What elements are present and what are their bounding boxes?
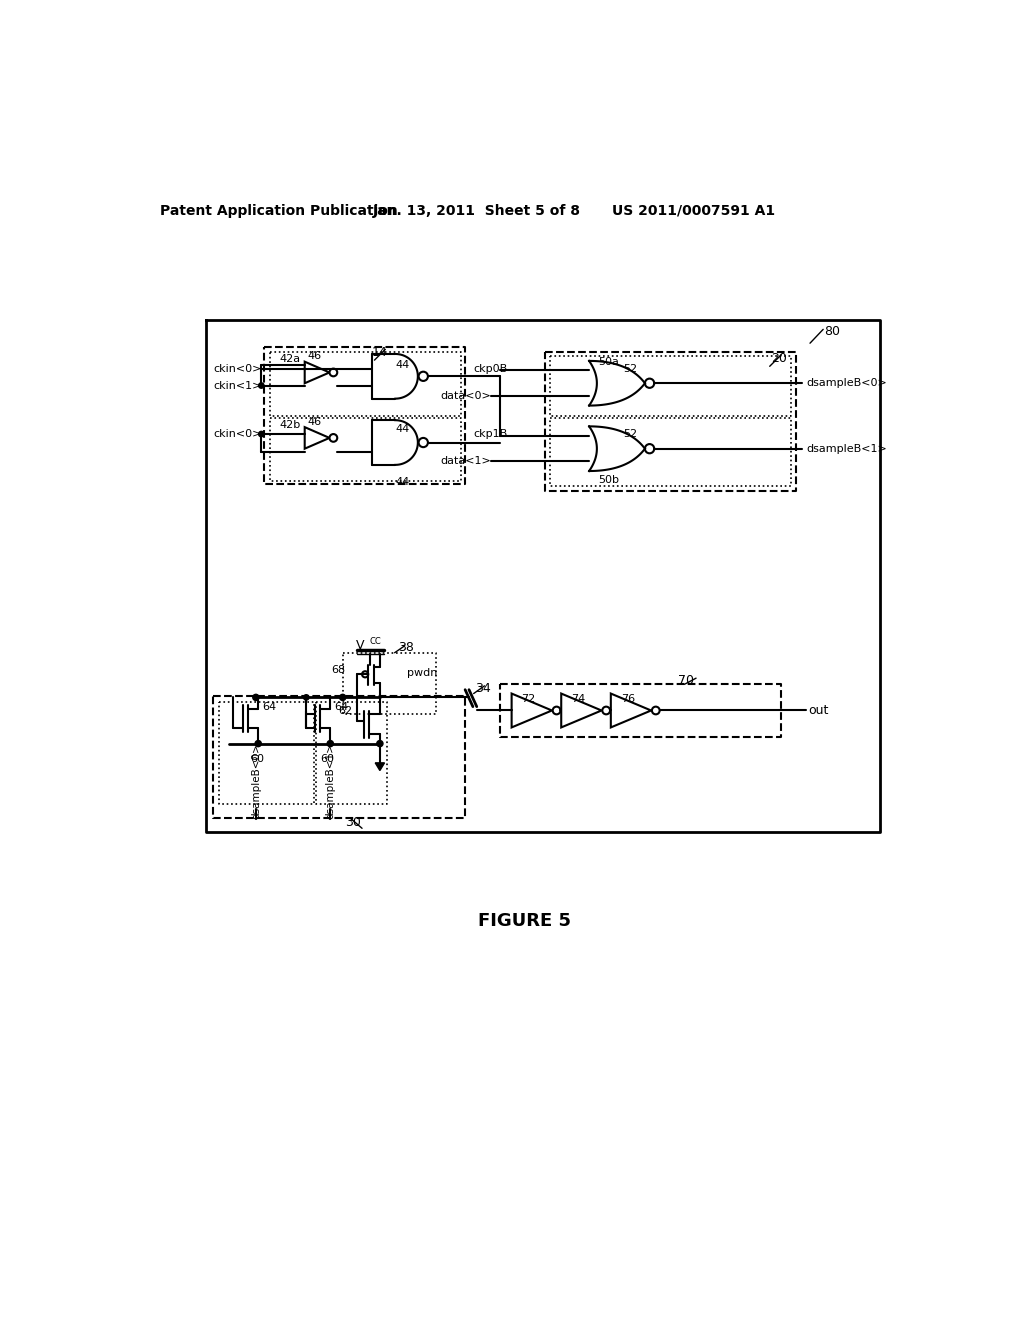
Text: 52: 52 [624, 364, 637, 375]
Text: 76: 76 [621, 694, 635, 704]
Text: 68: 68 [331, 665, 345, 676]
Text: 50a: 50a [598, 356, 618, 367]
Text: 70: 70 [678, 675, 694, 686]
Text: CC: CC [370, 638, 382, 647]
Text: 74: 74 [571, 694, 586, 704]
Text: 52: 52 [624, 429, 637, 440]
Text: 64: 64 [262, 702, 276, 711]
Text: 42a: 42a [280, 354, 300, 364]
Text: 50b: 50b [598, 475, 618, 486]
Text: 42b: 42b [280, 420, 300, 430]
Circle shape [340, 694, 346, 701]
Text: data<1>: data<1> [440, 455, 490, 466]
Text: V: V [356, 639, 365, 652]
Text: 72: 72 [521, 694, 536, 704]
Text: FIGURE 5: FIGURE 5 [478, 912, 571, 929]
Text: dsampleB<0>: dsampleB<0> [806, 379, 887, 388]
Text: data<0>: data<0> [440, 391, 490, 400]
Text: ckin<0>: ckin<0> [213, 364, 261, 375]
Text: dsampleB<1>: dsampleB<1> [326, 743, 335, 818]
Circle shape [328, 741, 334, 747]
Text: out: out [809, 704, 828, 717]
Text: US 2011/0007591 A1: US 2011/0007591 A1 [612, 203, 775, 218]
Text: 38: 38 [397, 640, 414, 653]
Text: Patent Application Publication: Patent Application Publication [160, 203, 398, 218]
Circle shape [259, 383, 264, 388]
Text: ckp0B: ckp0B [473, 363, 507, 374]
Circle shape [255, 741, 261, 747]
Text: 60: 60 [251, 754, 264, 764]
Circle shape [253, 694, 259, 701]
Text: dsampleB<1>: dsampleB<1> [806, 444, 887, 454]
Text: 80: 80 [824, 325, 840, 338]
Text: 44: 44 [395, 425, 410, 434]
Text: 64: 64 [334, 702, 348, 711]
Text: 30: 30 [345, 816, 360, 829]
Text: 46: 46 [307, 417, 322, 426]
Text: 20: 20 [771, 352, 787, 366]
Text: dsampleB<0>: dsampleB<0> [251, 743, 261, 818]
Circle shape [303, 694, 309, 700]
Text: ckp1B: ckp1B [473, 429, 507, 440]
Text: Jan. 13, 2011  Sheet 5 of 8: Jan. 13, 2011 Sheet 5 of 8 [373, 203, 581, 218]
Text: ckin<0>: ckin<0> [213, 429, 261, 440]
Text: 34: 34 [475, 681, 490, 694]
Text: pwdn: pwdn [407, 668, 437, 677]
Text: 44: 44 [395, 477, 410, 487]
Text: 60: 60 [321, 754, 334, 764]
Text: 46: 46 [307, 351, 322, 362]
Circle shape [259, 432, 264, 437]
Polygon shape [375, 763, 385, 771]
Text: 62: 62 [339, 706, 352, 717]
Text: 44: 44 [395, 360, 410, 370]
Circle shape [377, 741, 383, 747]
Text: 14: 14 [372, 346, 388, 359]
Text: ckin<1>: ckin<1> [213, 380, 261, 391]
